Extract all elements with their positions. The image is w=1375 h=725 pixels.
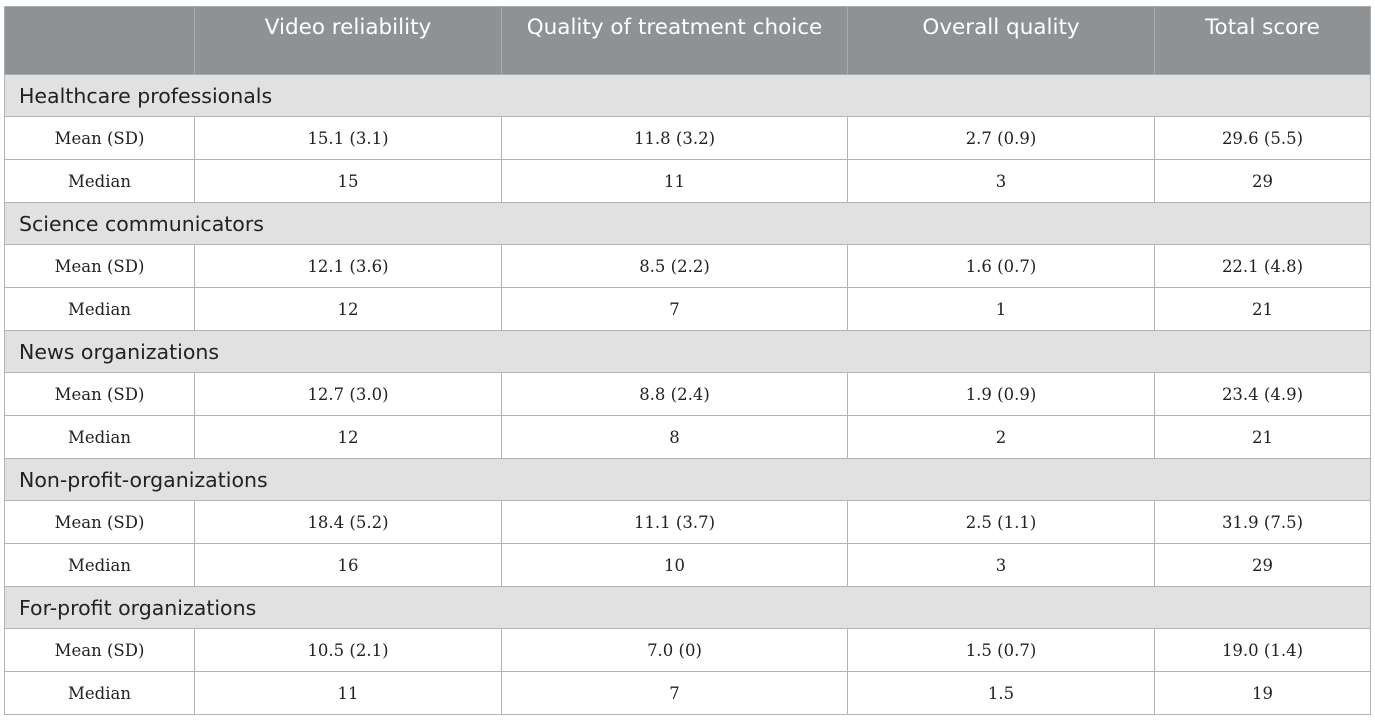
table-cell: 15.1 (3.1): [194, 116, 502, 160]
header-quality-of-treatment-choice: Quality of treatment choice: [501, 6, 848, 75]
table-cell: 3: [847, 159, 1155, 203]
group-row: Healthcare professionals: [4, 74, 1371, 117]
table-cell: 19: [1154, 671, 1371, 715]
header-overall-quality: Overall quality: [847, 6, 1155, 75]
table-cell: 8.5 (2.2): [501, 244, 848, 288]
group-row: Science communicators: [4, 202, 1371, 245]
row-label: Mean (SD): [4, 244, 195, 288]
table-cell: 12.7 (3.0): [194, 372, 502, 416]
table-cell: 21: [1154, 415, 1371, 459]
group-row: News organizations: [4, 330, 1371, 373]
row-label: Median: [4, 159, 195, 203]
table-cell: 11: [194, 671, 502, 715]
table-cell: 8: [501, 415, 848, 459]
table-row: Median 11 7 1.5 19: [4, 671, 1371, 715]
table-cell: 1.9 (0.9): [847, 372, 1155, 416]
table-row: Median 15 11 3 29: [4, 159, 1371, 203]
table-row: Mean (SD) 10.5 (2.1) 7.0 (0) 1.5 (0.7) 19.0 …: [4, 628, 1371, 672]
table-body: Healthcare professionals Mean (SD) 15.1 (3…: [4, 74, 1371, 715]
row-label: Median: [4, 543, 195, 587]
table-cell: 8.8 (2.4): [501, 372, 848, 416]
table-cell: 23.4 (4.9): [1154, 372, 1371, 416]
table-cell: 29: [1154, 543, 1371, 587]
table-cell: 7: [501, 287, 848, 331]
table-cell: 29: [1154, 159, 1371, 203]
header-cell-empty: [4, 6, 195, 75]
row-label: Median: [4, 287, 195, 331]
table-cell: 19.0 (1.4): [1154, 628, 1371, 672]
row-label: Mean (SD): [4, 628, 195, 672]
results-table: Video reliability Quality of treatment c…: [4, 6, 1371, 715]
row-label: Mean (SD): [4, 500, 195, 544]
table-row: Median 12 8 2 21: [4, 415, 1371, 459]
row-label: Median: [4, 671, 195, 715]
table-cell: 1.5 (0.7): [847, 628, 1155, 672]
table-cell: 12.1 (3.6): [194, 244, 502, 288]
table-cell: 2.7 (0.9): [847, 116, 1155, 160]
table-cell: 3: [847, 543, 1155, 587]
group-row: For-profit organizations: [4, 586, 1371, 629]
table-cell: 7: [501, 671, 848, 715]
row-label: Mean (SD): [4, 116, 195, 160]
table-cell: 1.6 (0.7): [847, 244, 1155, 288]
table-cell: 18.4 (5.2): [194, 500, 502, 544]
group-row: Non-profit-organizations: [4, 458, 1371, 501]
header-row: Video reliability Quality of treatment c…: [4, 6, 1371, 75]
table-cell: 12: [194, 287, 502, 331]
table-row: Mean (SD) 12.7 (3.0) 8.8 (2.4) 1.9 (0.9) 23.…: [4, 372, 1371, 416]
table-cell: 11.1 (3.7): [501, 500, 848, 544]
table-cell: 10: [501, 543, 848, 587]
group-label: News organizations: [4, 330, 1371, 373]
group-label: For-profit organizations: [4, 586, 1371, 629]
results-table-container: Video reliability Quality of treatment c…: [4, 6, 1371, 715]
table-cell: 31.9 (7.5): [1154, 500, 1371, 544]
table-row: Median 16 10 3 29: [4, 543, 1371, 587]
group-label: Non-profit-organizations: [4, 458, 1371, 501]
table-header: Video reliability Quality of treatment c…: [4, 6, 1371, 75]
group-label: Healthcare professionals: [4, 74, 1371, 117]
row-label: Median: [4, 415, 195, 459]
table-cell: 29.6 (5.5): [1154, 116, 1371, 160]
table-cell: 1: [847, 287, 1155, 331]
table-row: Mean (SD) 15.1 (3.1) 11.8 (3.2) 2.7 (0.9) 29…: [4, 116, 1371, 160]
header-total-score: Total score: [1154, 6, 1371, 75]
table-row: Median 12 7 1 21: [4, 287, 1371, 331]
table-cell: 16: [194, 543, 502, 587]
table-cell: 15: [194, 159, 502, 203]
table-cell: 10.5 (2.1): [194, 628, 502, 672]
table-cell: 11.8 (3.2): [501, 116, 848, 160]
table-cell: 22.1 (4.8): [1154, 244, 1371, 288]
table-cell: 7.0 (0): [501, 628, 848, 672]
table-cell: 12: [194, 415, 502, 459]
table-cell: 1.5: [847, 671, 1155, 715]
table-cell: 2: [847, 415, 1155, 459]
table-row: Mean (SD) 18.4 (5.2) 11.1 (3.7) 2.5 (1.1) 31…: [4, 500, 1371, 544]
header-video-reliability: Video reliability: [194, 6, 502, 75]
table-cell: 11: [501, 159, 848, 203]
group-label: Science communicators: [4, 202, 1371, 245]
row-label: Mean (SD): [4, 372, 195, 416]
table-row: Mean (SD) 12.1 (3.6) 8.5 (2.2) 1.6 (0.7) 22.…: [4, 244, 1371, 288]
table-cell: 21: [1154, 287, 1371, 331]
table-cell: 2.5 (1.1): [847, 500, 1155, 544]
